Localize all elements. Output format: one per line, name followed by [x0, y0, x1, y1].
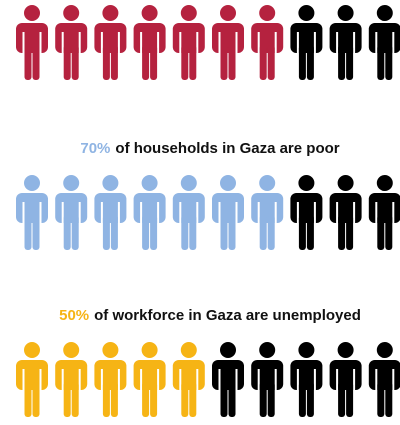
person-icon — [172, 342, 205, 417]
person-icon — [172, 175, 205, 250]
person-icon — [212, 5, 244, 80]
person-icon — [251, 342, 284, 417]
label-text: of households in Gaza are poor — [115, 140, 339, 157]
person-icon — [172, 5, 205, 80]
person-icon — [16, 342, 48, 417]
row-label: 50% of workforce in Gaza are unemployed — [59, 307, 361, 324]
person-icon — [16, 175, 48, 250]
person-icon — [94, 342, 127, 417]
person-icon — [133, 175, 166, 250]
highlight-value: 50% — [59, 307, 89, 324]
person-icon — [133, 342, 166, 417]
person-icon — [251, 5, 284, 80]
person-icon — [329, 5, 362, 80]
person-icon — [212, 342, 244, 417]
person-icon — [55, 5, 88, 80]
person-icon — [55, 342, 88, 417]
person-icon — [94, 175, 127, 250]
person-icon — [368, 5, 400, 80]
person-icon — [212, 175, 244, 250]
person-icon — [133, 5, 166, 80]
person-icon — [290, 175, 323, 250]
person-icon — [55, 175, 88, 250]
person-icon — [329, 342, 362, 417]
person-icon — [94, 5, 127, 80]
label-text: of workforce in Gaza are unemployed — [94, 307, 361, 324]
person-icon — [290, 5, 323, 80]
person-icon — [251, 175, 284, 250]
person-icon — [368, 175, 400, 250]
row-label: 70% of households in Gaza are poor — [80, 140, 339, 157]
highlight-value: 70% — [80, 140, 110, 157]
person-icon — [329, 175, 362, 250]
person-icon — [16, 5, 48, 80]
person-icon — [368, 342, 400, 417]
person-icon — [290, 342, 323, 417]
